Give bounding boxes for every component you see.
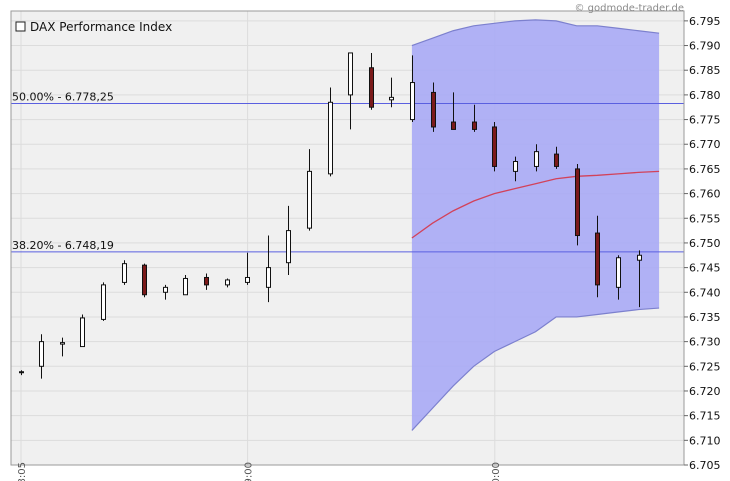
candle <box>183 275 188 296</box>
candle-body-up <box>286 230 291 264</box>
y-tick-label: 6.770 <box>689 138 721 151</box>
candle-body-down <box>204 276 209 286</box>
level-label: 50.00% - 6.778,25 <box>12 91 114 104</box>
candle <box>307 149 312 231</box>
forecast-lower-line <box>411 307 660 431</box>
candle <box>492 122 497 172</box>
x-tick-label: 10:00 <box>491 462 502 481</box>
candle-body-up <box>122 263 127 283</box>
candle <box>39 334 44 379</box>
y-tick-label: 6.750 <box>689 237 721 250</box>
candle-body-up <box>183 277 188 296</box>
candle <box>410 55 415 123</box>
candle <box>266 235 271 303</box>
candle-body-down <box>451 121 456 130</box>
candle-body-down <box>142 264 147 296</box>
forecast-upper-line <box>411 19 660 47</box>
candle <box>225 278 230 288</box>
y-tick-label: 6.755 <box>689 212 721 225</box>
candle-body-up <box>348 52 353 96</box>
candle <box>101 282 106 321</box>
x-tick-label: 08:05 <box>17 462 28 481</box>
candle <box>637 250 642 308</box>
candle-body-up <box>513 161 518 172</box>
legend: DAX Performance Index <box>15 20 172 34</box>
candle-body-up <box>534 151 539 167</box>
candle <box>204 273 209 290</box>
y-tick-label: 6.775 <box>689 114 721 127</box>
watermark: © godmode-trader.de <box>575 3 685 14</box>
candle-body-up <box>307 170 312 229</box>
candle <box>80 314 85 348</box>
candle <box>389 77 394 108</box>
y-tick-label: 6.735 <box>689 311 721 324</box>
y-tick-label: 6.705 <box>689 459 721 472</box>
candle <box>616 255 621 300</box>
candle <box>60 337 65 357</box>
candle-body-up <box>39 341 44 367</box>
candle <box>369 52 374 110</box>
candle-body-up <box>80 317 85 348</box>
chart-title: DAX Performance Index <box>30 20 172 34</box>
y-tick-label: 6.710 <box>689 434 721 447</box>
y-tick-label: 6.790 <box>689 40 721 53</box>
y-tick-label: 6.740 <box>689 286 721 299</box>
y-tick-label: 6.785 <box>689 64 721 77</box>
candle-body-up <box>637 254 642 261</box>
candle-body-up <box>19 371 24 374</box>
y-tick-label: 6.760 <box>689 188 721 201</box>
candle-body-up <box>60 342 65 345</box>
candle-body-up <box>225 279 230 286</box>
candle <box>19 370 24 376</box>
y-tick-label: 6.795 <box>689 15 721 28</box>
candle-body-down <box>595 232 600 286</box>
candle <box>554 146 559 169</box>
candle <box>534 144 539 172</box>
candle-body-up <box>616 257 621 288</box>
y-tick-label: 6.765 <box>689 163 721 176</box>
x-tick-label: 09:00 <box>244 462 255 481</box>
candle-body-down <box>492 126 497 167</box>
candle <box>328 87 333 177</box>
y-tick-label: 6.715 <box>689 410 721 423</box>
legend-swatch <box>15 21 26 32</box>
fibonacci-levels: 50.00% - 6.778,25 38.20% - 6.748,19 <box>11 91 684 253</box>
y-tick-label: 6.730 <box>689 336 721 349</box>
candle <box>472 104 477 132</box>
candle-body-up <box>245 276 250 283</box>
candle <box>163 284 168 300</box>
candle <box>513 156 518 182</box>
level-label: 38.20% - 6.748,19 <box>12 239 114 252</box>
candle <box>431 82 436 132</box>
candle <box>451 92 456 130</box>
candle-body-up <box>328 101 333 175</box>
candle <box>595 215 600 298</box>
candle-body-down <box>554 153 559 167</box>
y-tick-label: 6.725 <box>689 360 721 373</box>
candle <box>348 52 353 130</box>
candle <box>122 260 127 285</box>
candle-body-up <box>266 267 271 288</box>
candle <box>142 263 147 298</box>
y-tick-label: 6.780 <box>689 89 721 102</box>
candle <box>286 205 291 276</box>
candle-body-down <box>575 168 580 237</box>
candle-body-up <box>410 82 415 121</box>
candle-body-down <box>431 91 436 128</box>
plot-frame <box>10 10 685 466</box>
candle-body-down <box>472 121 477 130</box>
candle <box>575 163 580 246</box>
y-tick-label: 6.720 <box>689 385 721 398</box>
forecast-mid-line <box>411 170 660 239</box>
y-axis: 6.705 6.710 6.715 6.720 6.725 6.730 6.735 6.740… <box>684 15 721 472</box>
candle-body-up <box>101 284 106 320</box>
candle-body-up <box>389 96 394 101</box>
candle-body-down <box>369 67 374 108</box>
candles <box>19 52 642 379</box>
x-axis: 08:05 09:00 10:00 <box>17 462 502 481</box>
candle <box>245 252 250 285</box>
candle-body-up <box>163 286 168 293</box>
y-tick-label: 6.745 <box>689 262 721 275</box>
